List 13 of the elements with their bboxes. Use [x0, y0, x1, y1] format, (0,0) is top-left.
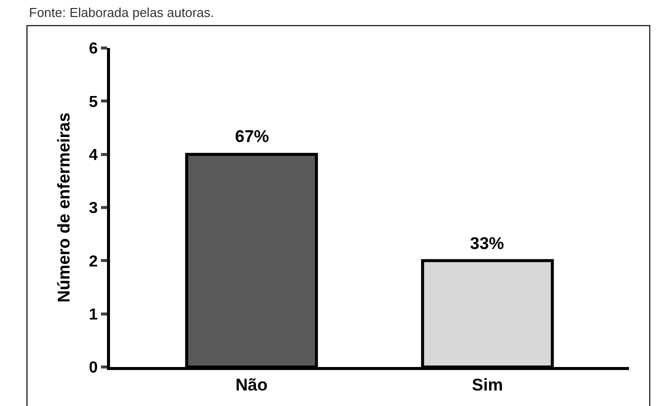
y-tick-label: 4: [88, 146, 98, 164]
y-tick-label: 0: [88, 360, 98, 377]
y-tick-label: 2: [88, 253, 98, 270]
y-axis-title: Número de enfermeiras: [54, 112, 74, 302]
annotation: 33%: [470, 234, 504, 253]
x-tick-label: Sim: [472, 375, 504, 394]
source-note: Fonte: Elaborada pelas autoras.: [29, 5, 214, 20]
y-tick-label: 5: [88, 94, 98, 111]
x-tick-label: Não: [235, 375, 268, 394]
y-tick-label: 6: [88, 40, 98, 58]
y-tick-label: 1: [88, 306, 98, 324]
annotation: 67%: [235, 127, 270, 146]
y-tick-label: 3: [88, 200, 98, 218]
